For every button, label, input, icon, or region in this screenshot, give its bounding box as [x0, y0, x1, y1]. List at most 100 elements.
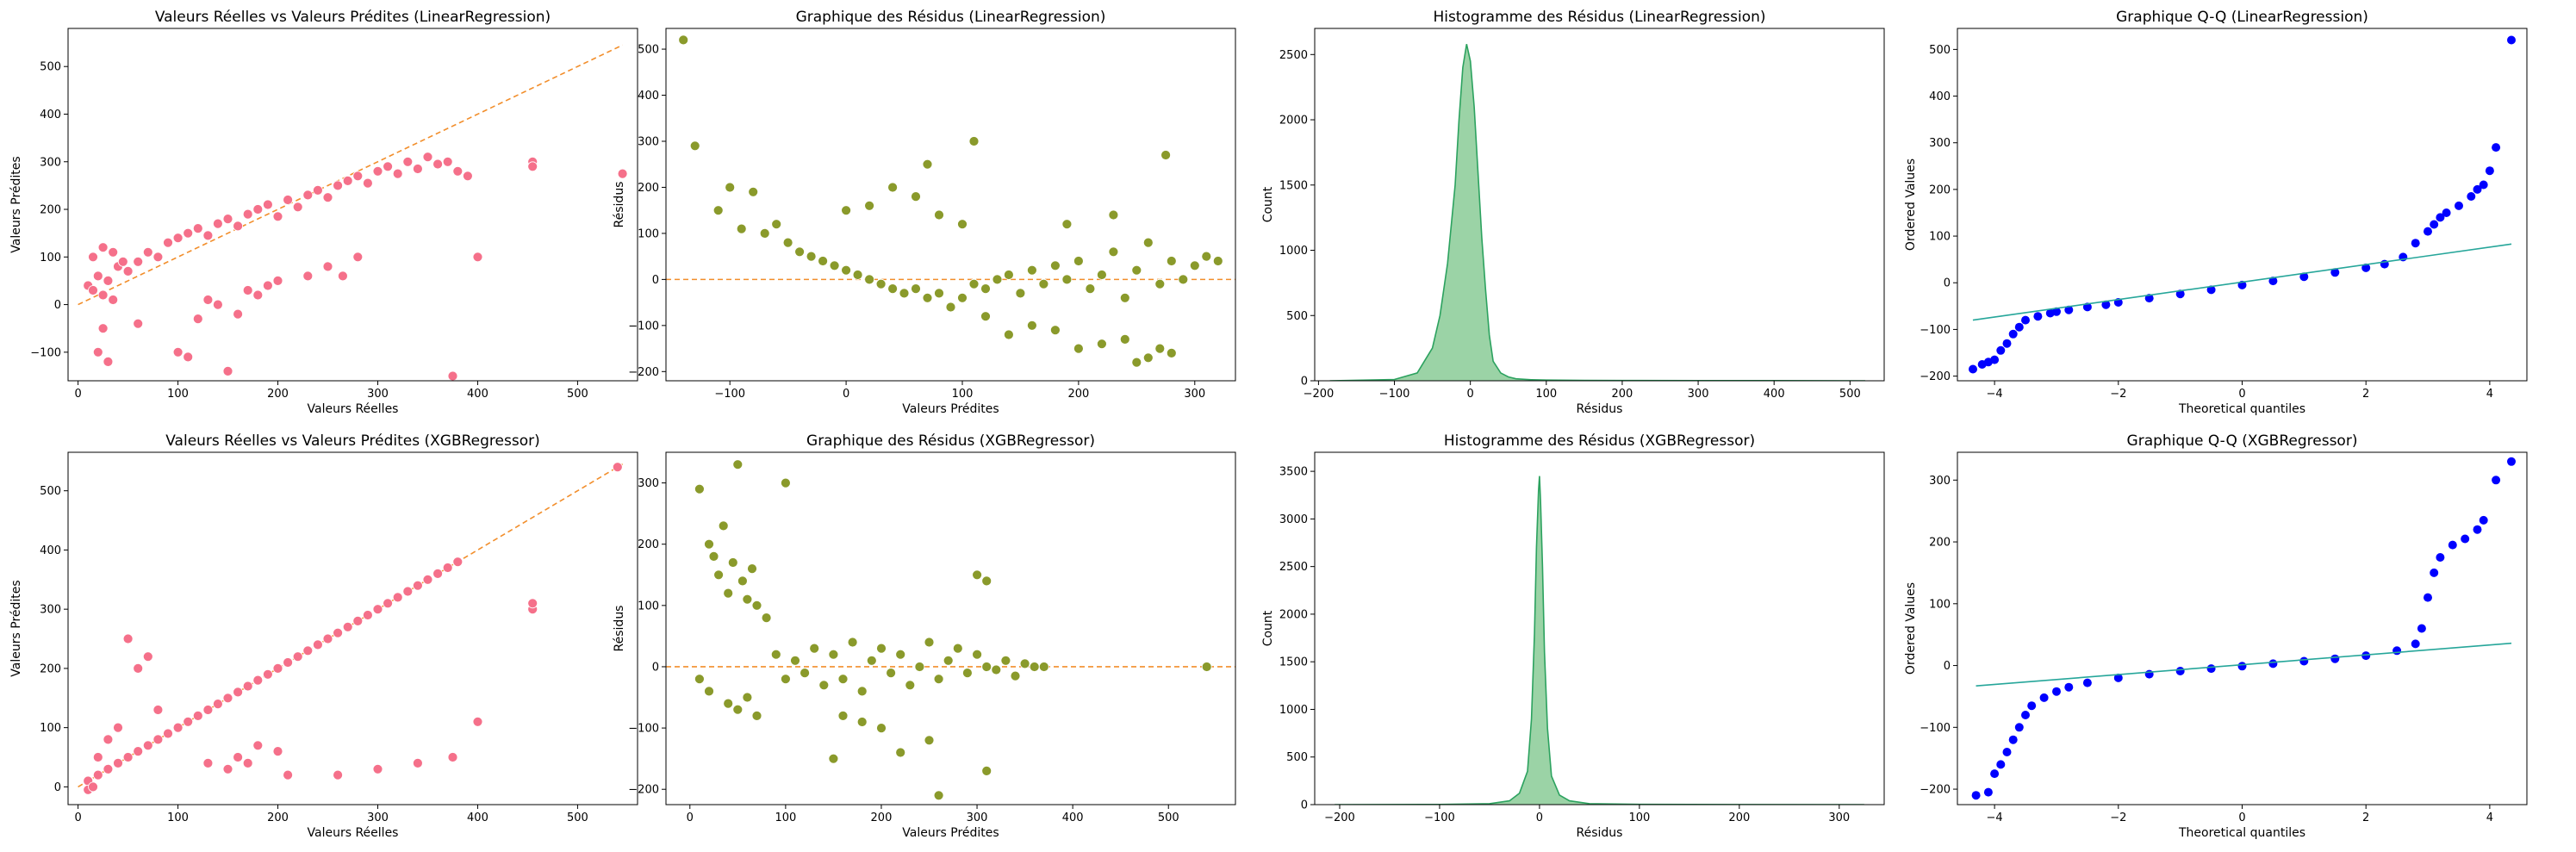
data-point [2361, 651, 2371, 661]
data-point [924, 735, 935, 746]
data-point [968, 136, 980, 146]
data-point [914, 662, 925, 672]
data-point [2448, 540, 2457, 550]
data-point [1996, 760, 2006, 769]
data-point [1049, 325, 1061, 336]
data-point [924, 637, 935, 648]
data-point [790, 655, 800, 666]
data-point [442, 563, 453, 573]
data-point [1990, 355, 2000, 364]
data-point [212, 218, 223, 229]
data-point [122, 752, 134, 762]
data-point [864, 200, 875, 211]
y-tick-label: 100 [1929, 598, 1951, 611]
data-point [1010, 670, 1021, 681]
data-point [1983, 787, 1993, 797]
data-point [447, 370, 458, 381]
y-tick-label: 2000 [1279, 115, 1308, 127]
data-point [372, 604, 383, 615]
data-point [233, 308, 244, 320]
data-point [2021, 711, 2030, 719]
data-point [945, 302, 956, 313]
data-point [452, 165, 464, 177]
data-point [723, 588, 734, 599]
x-tick-label: −100 [1379, 388, 1410, 401]
data-point [1061, 274, 1073, 285]
data-point [202, 295, 214, 305]
data-point [233, 687, 244, 698]
x-axis-label: Valeurs Réelles [308, 402, 399, 416]
data-point [876, 723, 887, 734]
x-tick-label: 400 [467, 812, 488, 824]
y-tick-label: 500 [40, 61, 61, 74]
y-axis-label: Résidus [613, 182, 626, 228]
data-point [961, 668, 973, 679]
chart-panel-6: Graphique des Résidus (XGBRegressor) 0 100… [613, 432, 1236, 840]
data-point [1003, 270, 1014, 280]
data-point [2436, 213, 2445, 222]
y-tick-label: 0 [652, 274, 659, 287]
data-point [1142, 237, 1154, 248]
data-point [981, 575, 992, 587]
data-point [392, 592, 403, 603]
data-point [92, 769, 103, 780]
y-tick-label: 500 [638, 44, 659, 57]
y-tick-label: 2500 [1279, 49, 1308, 62]
data-point [352, 615, 364, 626]
data-point [2064, 682, 2074, 692]
data-point [732, 459, 744, 470]
data-point [2461, 534, 2470, 544]
data-point [172, 346, 184, 358]
y-tick-label: −200 [1920, 784, 1951, 797]
y-tick-label: 0 [1944, 277, 1951, 290]
data-point [992, 274, 1003, 285]
y-tick-label: 1000 [1279, 245, 1308, 258]
data-point [422, 152, 433, 163]
y-tick-label: 400 [40, 109, 61, 121]
axes-frame [665, 28, 1236, 382]
reference-line [78, 44, 623, 306]
data-point [934, 209, 944, 221]
data-point [1969, 364, 1977, 374]
data-point [2424, 593, 2432, 602]
data-point [183, 227, 194, 239]
data-point [2206, 285, 2216, 295]
data-point [2002, 748, 2012, 756]
data-point [2299, 656, 2309, 666]
x-tick-label: 200 [1067, 388, 1089, 401]
data-point [1201, 251, 1212, 262]
data-point [694, 674, 705, 685]
data-point [2442, 208, 2451, 217]
data-point [402, 156, 414, 167]
chart-panel-8: Graphique Q-Q (XGBRegressor) −4 −2 0 2 4 −200 −… [1904, 432, 2528, 840]
data-point [192, 710, 203, 721]
data-point [108, 295, 119, 305]
data-point [712, 205, 724, 216]
histogram-area [1335, 476, 1864, 805]
x-tick-label: 100 [952, 388, 974, 401]
x-tick-label: 400 [1062, 812, 1084, 824]
x-tick-label: 100 [167, 388, 189, 401]
y-tick-label: 0 [1301, 799, 1308, 812]
data-point [142, 651, 153, 662]
data-point [322, 633, 333, 644]
data-point [736, 223, 747, 234]
data-point [957, 219, 968, 230]
data-point [1073, 343, 1084, 354]
data-point [1119, 333, 1130, 345]
data-point [886, 668, 897, 679]
data-point [2467, 192, 2476, 201]
chart-title: Graphique Q-Q (XGBRegressor) [2127, 432, 2358, 450]
y-tick-label: 200 [40, 662, 61, 675]
data-point [759, 227, 770, 239]
y-tick-label: −200 [628, 366, 659, 379]
data-point [432, 568, 444, 579]
data-point [163, 728, 173, 739]
plot-area [1971, 457, 2516, 800]
data-point [899, 288, 910, 299]
data-point [108, 246, 119, 258]
data-point [1085, 283, 1096, 295]
y-tick-label: 0 [652, 661, 659, 674]
data-point [981, 765, 992, 776]
data-point [447, 752, 458, 762]
